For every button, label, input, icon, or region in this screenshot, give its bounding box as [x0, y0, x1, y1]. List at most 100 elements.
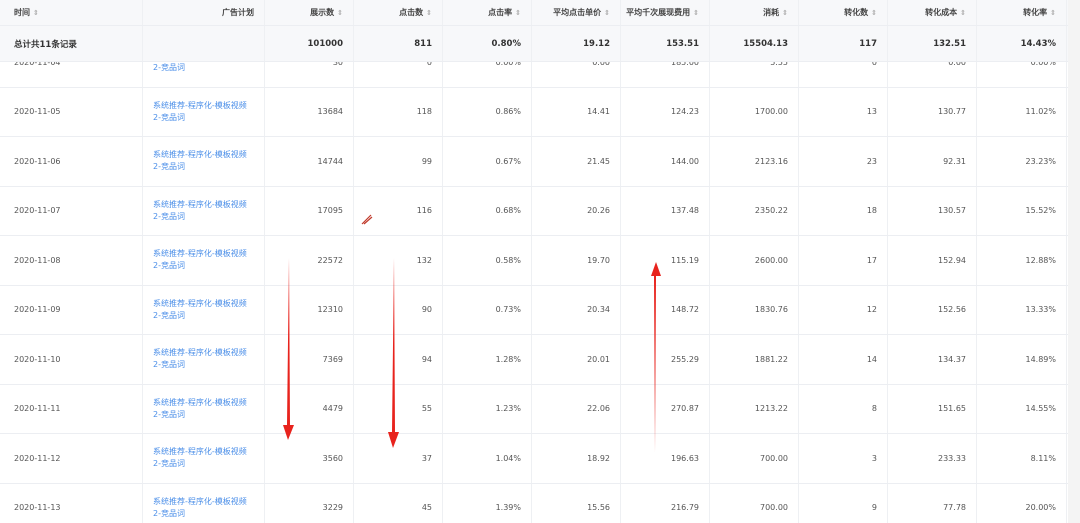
column-header[interactable]: 转化数 ⇕	[799, 0, 888, 25]
value-cell: 270.87	[621, 384, 710, 433]
table-row: 2020-11-11 系统推荐-程序化-模板视频 2-竞品词 4479 55 1.23% 2…	[0, 384, 1068, 434]
date-cell: 2020-11-04	[0, 62, 143, 87]
column-header[interactable]: 转化率 ⇕	[977, 0, 1067, 25]
value-cell: 3560	[265, 434, 354, 483]
ad-plan-text: 2-竞品词	[153, 360, 185, 370]
sort-icon[interactable]: ⇕	[782, 8, 788, 17]
value-cell: 7369	[265, 335, 354, 384]
summary-cell: 101000	[265, 26, 354, 61]
value-cell: 77.78	[888, 483, 977, 523]
value-cell: 90	[354, 285, 443, 334]
value-cell: 185.00	[621, 62, 710, 87]
value-cell: 15.52%	[977, 186, 1067, 235]
sort-icon[interactable]: ⇕	[871, 8, 877, 17]
sort-icon[interactable]: ⇕	[1050, 8, 1056, 17]
ad-plan-text: 2-竞品词	[153, 261, 185, 271]
value-cell: 116	[354, 186, 443, 235]
column-header[interactable]: 平均点击单价 ⇕	[532, 0, 621, 25]
value-cell: 13	[799, 87, 888, 136]
summary-cell: 0.80%	[443, 26, 532, 61]
sort-icon[interactable]: ⇕	[604, 8, 610, 17]
value-cell: 37	[354, 434, 443, 483]
column-header[interactable]: 点击数 ⇕	[354, 0, 443, 25]
value-cell: 14744	[265, 137, 354, 186]
date-cell: 2020-11-07	[0, 186, 143, 235]
column-header[interactable]: 消耗 ⇕	[710, 0, 799, 25]
value-cell: 130.77	[888, 87, 977, 136]
column-header[interactable]: 展示数 ⇕	[265, 0, 354, 25]
scrollbar[interactable]	[1068, 0, 1080, 523]
column-header[interactable]: 转化成本 ⇕	[888, 0, 977, 25]
summary-cell: 14.43%	[977, 26, 1067, 61]
ad-plan-text: 2-竞品词	[153, 211, 185, 221]
value-cell: 17095	[265, 186, 354, 235]
column-header-label: 点击数	[399, 8, 424, 17]
column-header-label: 消耗	[763, 8, 780, 17]
value-cell: 1700.00	[710, 87, 799, 136]
value-cell: 0.00	[888, 62, 977, 87]
sort-icon[interactable]: ⇕	[693, 8, 699, 17]
value-cell: 144.00	[621, 137, 710, 186]
value-cell: 130.57	[888, 186, 977, 235]
value-cell: 99	[354, 137, 443, 186]
value-cell: 14.41	[532, 87, 621, 136]
table-row: 2020-11-07 系统推荐-程序化-模板视频 2-竞品词 17095 116 0.68…	[0, 186, 1068, 236]
value-cell: 20.00%	[977, 483, 1067, 523]
ad-plan-text: 系统推荐-程序化-模板视频	[153, 298, 247, 308]
value-cell: 233.33	[888, 434, 977, 483]
value-cell: 700.00	[710, 483, 799, 523]
value-cell: 21.45	[532, 137, 621, 186]
summary-cell: 15504.13	[710, 26, 799, 61]
column-header[interactable]: 时间 ⇕	[0, 0, 143, 25]
table-row: 2020-11-04系统推荐-程序化-模板视频2-竞品词3000.00%0.00…	[0, 62, 1068, 88]
value-cell: 216.79	[621, 483, 710, 523]
ad-plan-text: 系统推荐-程序化-模板视频	[153, 397, 247, 407]
value-cell: 2123.16	[710, 137, 799, 186]
sort-icon[interactable]: ⇕	[337, 8, 343, 17]
summary-cell: 总计共11条记录	[0, 26, 143, 61]
sort-icon[interactable]: ⇕	[515, 8, 521, 17]
sort-icon[interactable]: ⇕	[960, 8, 966, 17]
ad-plan-link[interactable]: 系统推荐-程序化-模板视频 2-竞品词	[143, 335, 265, 384]
value-cell: 132	[354, 236, 443, 285]
value-cell: 4479	[265, 384, 354, 433]
column-header[interactable]: 点击率 ⇕	[443, 0, 532, 25]
column-header-label: 转化率	[1023, 8, 1048, 17]
column-header-label: 转化数	[844, 8, 869, 17]
ad-plan-text: 系统推荐-程序化-模板视频	[153, 199, 247, 209]
column-header[interactable]: 平均千次展现费用 ⇕	[621, 0, 710, 25]
value-cell: 12	[799, 285, 888, 334]
value-cell: 152.94	[888, 236, 977, 285]
value-cell: 92.31	[888, 137, 977, 186]
ad-plan-link[interactable]: 系统推荐-程序化-模板视频 2-竞品词	[143, 236, 265, 285]
date-cell: 2020-11-11	[0, 384, 143, 433]
value-cell: 0	[799, 62, 888, 87]
sort-icon[interactable]: ⇕	[33, 8, 39, 17]
table-row: 2020-11-05 系统推荐-程序化-模板视频 2-竞品词 13684 118 0.86…	[0, 87, 1068, 137]
value-cell: 5.55	[710, 62, 799, 87]
value-cell: 19.70	[532, 236, 621, 285]
sort-icon[interactable]: ⇕	[426, 8, 432, 17]
ad-plan-text: 系统推荐-程序化-模板视频	[153, 348, 247, 358]
value-cell: 151.65	[888, 384, 977, 433]
value-cell: 3	[799, 434, 888, 483]
value-cell: 94	[354, 335, 443, 384]
date-cell: 2020-11-13	[0, 483, 143, 523]
ad-plan-text: 系统推荐-程序化-模板视频	[153, 249, 247, 259]
ad-plan-link[interactable]: 系统推荐-程序化-模板视频 2-竞品词	[143, 186, 265, 235]
value-cell: 0.00%	[977, 62, 1067, 87]
value-cell: 1.23%	[443, 384, 532, 433]
date-cell: 2020-11-09	[0, 285, 143, 334]
value-cell: 1830.76	[710, 285, 799, 334]
table-row: 2020-11-09 系统推荐-程序化-模板视频 2-竞品词 12310 90 0.73%…	[0, 285, 1068, 335]
column-header-label: 转化成本	[925, 8, 958, 17]
value-cell: 20.26	[532, 186, 621, 235]
value-cell: 8.11%	[977, 434, 1067, 483]
